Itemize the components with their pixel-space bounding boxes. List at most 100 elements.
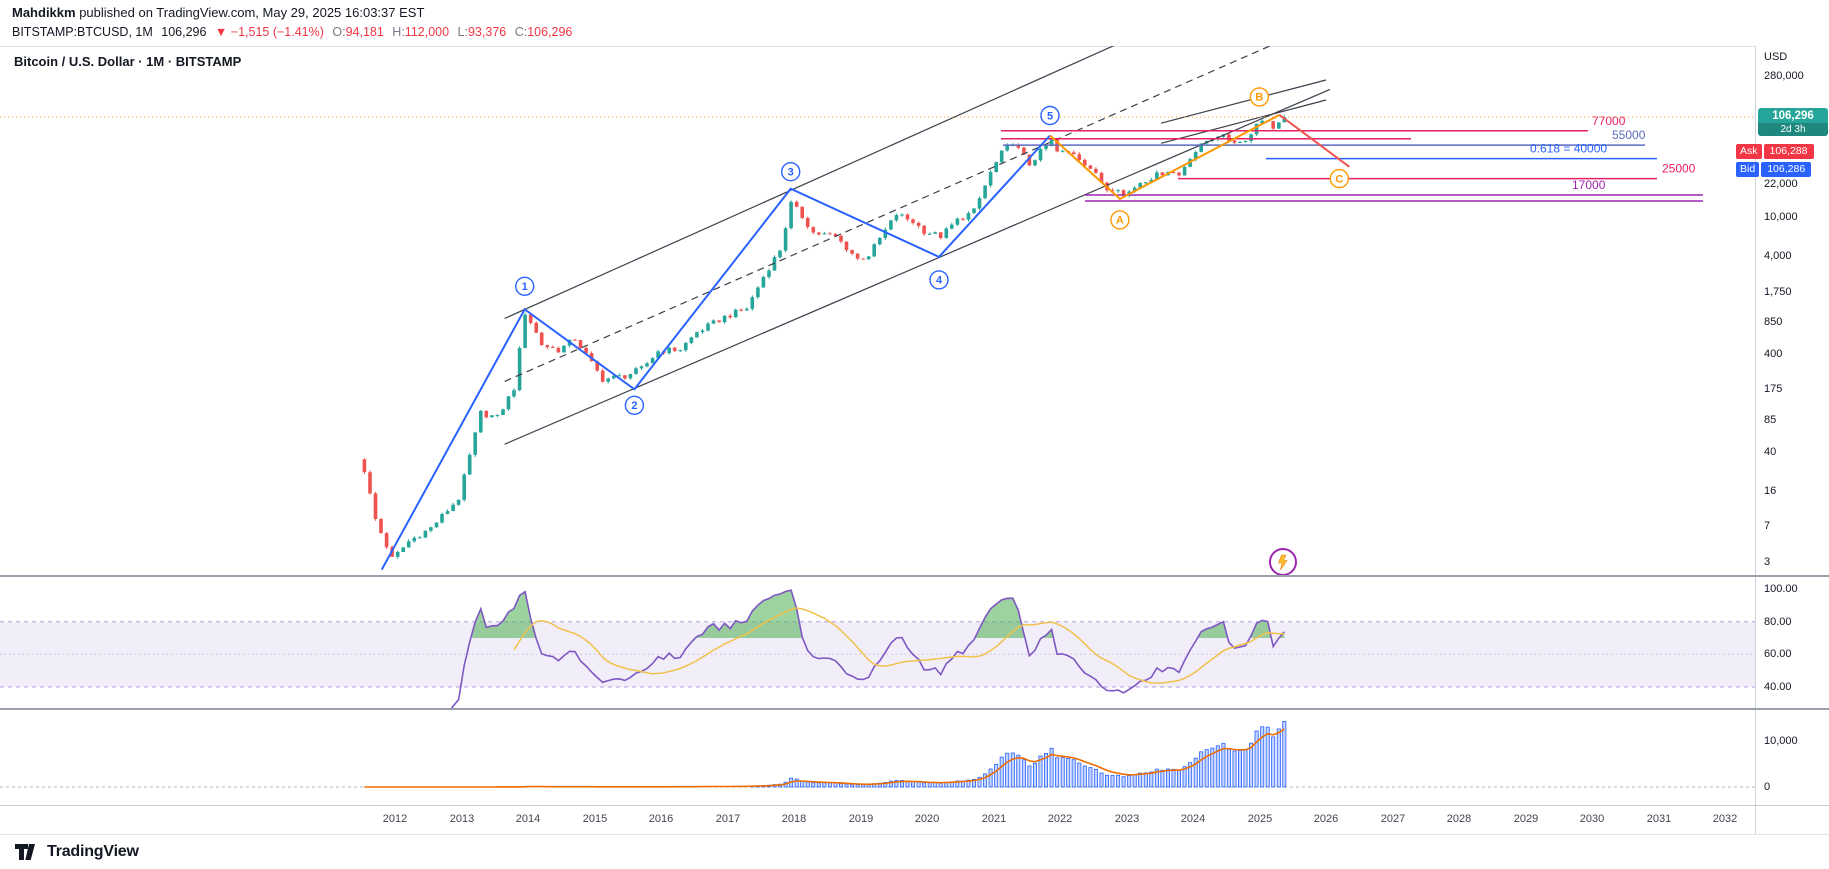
trend-channel-line[interactable] bbox=[1160, 79, 1327, 124]
histogram-bar bbox=[1005, 752, 1010, 788]
year-label: 2029 bbox=[1513, 813, 1539, 825]
candle-body bbox=[778, 250, 782, 258]
tradingview-brand[interactable]: TradingView bbox=[47, 843, 139, 860]
bid-badge[interactable]: Bid 106,286 bbox=[1736, 162, 1812, 177]
candle-body bbox=[1071, 152, 1076, 155]
candle-body bbox=[961, 218, 965, 220]
wave-label-circle[interactable] bbox=[1329, 168, 1350, 189]
candle-body bbox=[634, 368, 638, 374]
histogram-bar bbox=[1110, 775, 1115, 788]
wave-label-circle[interactable] bbox=[781, 161, 801, 182]
candle-body bbox=[368, 472, 372, 494]
ask-badge[interactable]: Ask 106,288 bbox=[1736, 144, 1814, 159]
candle-body bbox=[933, 232, 937, 234]
histogram-bar bbox=[900, 780, 905, 788]
level-price-label: 25000 bbox=[1662, 162, 1696, 176]
candle-body bbox=[756, 287, 760, 298]
candle-body bbox=[523, 314, 527, 348]
candle-body bbox=[1138, 183, 1142, 188]
wave-label-circle[interactable] bbox=[1249, 87, 1270, 107]
histogram-bar bbox=[1243, 749, 1248, 788]
rsi-indicator-panel[interactable] bbox=[0, 577, 1755, 710]
histogram-bar bbox=[883, 782, 888, 788]
candle-body bbox=[999, 150, 1004, 163]
histogram-bar bbox=[1215, 745, 1220, 788]
panel-separator[interactable] bbox=[0, 708, 1829, 710]
year-label: 2028 bbox=[1446, 813, 1472, 825]
trend-channel-line[interactable] bbox=[1160, 99, 1327, 144]
wave-label: 4 bbox=[936, 275, 943, 287]
header-divider bbox=[0, 46, 1829, 47]
candle-body bbox=[955, 218, 960, 225]
tradingview-logo-icon[interactable] bbox=[14, 841, 40, 863]
histogram-bar bbox=[794, 778, 799, 788]
panel-separator[interactable] bbox=[0, 575, 1829, 577]
histogram-bar bbox=[1143, 772, 1148, 788]
wave-label-circle[interactable] bbox=[1110, 210, 1130, 230]
candle-body bbox=[1022, 147, 1026, 155]
histogram-bar bbox=[816, 782, 821, 788]
wave-label-circle[interactable] bbox=[624, 395, 645, 415]
histogram-bar bbox=[927, 782, 932, 788]
histogram-bar bbox=[1138, 772, 1143, 788]
histogram-bar bbox=[1166, 768, 1171, 788]
trend-channel-line[interactable] bbox=[504, 46, 1118, 319]
year-label: 2014 bbox=[515, 813, 541, 825]
candle-body bbox=[722, 315, 727, 323]
year-label: 2018 bbox=[781, 813, 807, 825]
candle-body bbox=[606, 378, 610, 382]
trend-channel-line[interactable] bbox=[504, 88, 1331, 445]
candle-body bbox=[739, 309, 743, 311]
histogram-bar bbox=[827, 782, 832, 788]
time-axis[interactable]: 2012 2013 2014 2015 2016 2017 2018 2019 2020 2021… bbox=[0, 806, 1755, 834]
candle-body bbox=[1232, 140, 1237, 143]
candle-body bbox=[1121, 190, 1126, 196]
histogram-bar bbox=[1204, 749, 1209, 788]
projection-line[interactable] bbox=[1278, 114, 1350, 168]
elliott-correction-line[interactable] bbox=[1049, 114, 1280, 201]
histogram-bar bbox=[1171, 768, 1176, 788]
chart-legend: Bitcoin / U.S. Dollar · 1M · BITSTAMP bbox=[14, 54, 242, 69]
price-tick-label: 22,000 bbox=[1764, 178, 1798, 190]
price-tick-label: 7 bbox=[1764, 520, 1771, 532]
wave-label-circle[interactable] bbox=[1040, 105, 1060, 126]
histogram-bar bbox=[1060, 757, 1065, 788]
candle-body bbox=[573, 339, 577, 341]
wave-label-circle[interactable] bbox=[929, 270, 949, 290]
price-axis[interactable]: USD 280,000 22,000 10,000 4,000 1,750 850 400 1… bbox=[1736, 46, 1829, 834]
candle-body bbox=[900, 214, 904, 216]
trend-channel-line[interactable] bbox=[504, 46, 1290, 382]
price-tick-label: 175 bbox=[1764, 383, 1783, 395]
year-label: 2012 bbox=[382, 813, 408, 825]
year-label: 2027 bbox=[1380, 813, 1406, 825]
open-label: O: bbox=[332, 25, 346, 39]
year-label: 2023 bbox=[1114, 813, 1140, 825]
candle-body bbox=[423, 530, 428, 538]
wave-label: A bbox=[1116, 215, 1124, 227]
histogram-indicator-panel[interactable] bbox=[0, 710, 1755, 806]
candle-body bbox=[1094, 168, 1098, 173]
histogram-bar bbox=[888, 780, 893, 788]
candle-body bbox=[866, 256, 871, 260]
candle-body bbox=[534, 322, 538, 333]
open-value: 94,181 bbox=[345, 25, 384, 39]
histogram-bar bbox=[1221, 742, 1226, 788]
candle-body bbox=[600, 370, 605, 382]
histogram-bar bbox=[1082, 765, 1087, 788]
publisher-link[interactable]: Mahdikkm bbox=[12, 5, 76, 20]
price-tick-label: 10,000 bbox=[1764, 211, 1798, 223]
candle-body bbox=[927, 233, 932, 235]
wave-label: 5 bbox=[1047, 110, 1053, 122]
histogram-bar bbox=[1077, 762, 1082, 788]
elliott-impulse-line[interactable] bbox=[380, 134, 1051, 571]
wave-label-circle[interactable] bbox=[515, 276, 535, 296]
price-tick-label: 85 bbox=[1764, 414, 1777, 426]
histogram-bar bbox=[1276, 728, 1281, 788]
candle-body bbox=[706, 323, 710, 331]
histogram-bar bbox=[850, 784, 855, 788]
price-change: ▼ −1,515 (−1.41%) bbox=[214, 25, 324, 39]
last-price-badge: 106,296 2d 3h bbox=[1758, 108, 1828, 136]
candle-body bbox=[1155, 172, 1159, 180]
